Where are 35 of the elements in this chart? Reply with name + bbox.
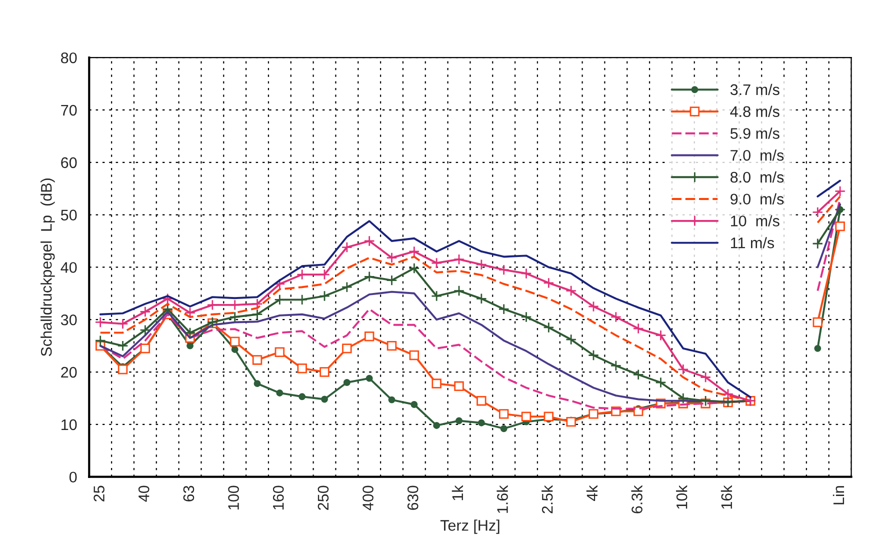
x-tick-label: 1k: [452, 485, 463, 500]
y-tick-label: 60: [61, 157, 77, 168]
legend-label: 3.7 m/s: [730, 84, 780, 96]
y-axis-title: Schalldruckpegel Lp (dB): [40, 178, 55, 356]
x-tick-label: 250: [318, 486, 329, 510]
x-tick-label: 10k: [676, 485, 688, 509]
x-tick-label: 630: [407, 486, 418, 510]
y-tick-label: 30: [60, 314, 77, 326]
legend-label: 5.9 m/s: [730, 128, 780, 139]
y-tick-label: 20: [61, 366, 77, 378]
legend-label: 8.0 m/s: [730, 171, 784, 183]
x-axis-title: Terz [Hz]: [440, 520, 500, 534]
legend-label: 9.0 m/s: [730, 193, 784, 205]
y-tick-label: 40: [60, 262, 77, 273]
x-tick-label: 6.3k: [631, 485, 642, 514]
legend-label: 10 m/s: [731, 215, 780, 226]
x-tick-label: 2.5k: [542, 485, 553, 514]
x-tick-label: Lin: [832, 486, 844, 504]
x-tick-label: 100: [228, 486, 239, 510]
y-tick-label: 70: [61, 104, 77, 116]
legend-label: 4.8 m/s: [730, 106, 780, 118]
y-tick-label: 0: [69, 472, 77, 483]
y-tick-label: 80: [61, 52, 77, 64]
y-tick-label: 50: [60, 210, 77, 220]
x-tick-label: 1.6k: [496, 485, 508, 513]
x-tick-label: 40: [138, 486, 150, 502]
y-tick-label: 10: [62, 419, 77, 430]
x-tick-label: 16k: [720, 485, 732, 509]
x-tick-label: 160: [272, 486, 284, 510]
legend-label: 11 m/s: [731, 237, 774, 248]
x-tick-label: 25: [94, 486, 104, 502]
x-tick-label: 400: [362, 486, 374, 510]
x-tick-label: 4k: [586, 485, 598, 501]
legend-label: 7.0 m/s: [730, 150, 784, 161]
x-tick-label: 63: [183, 486, 194, 502]
